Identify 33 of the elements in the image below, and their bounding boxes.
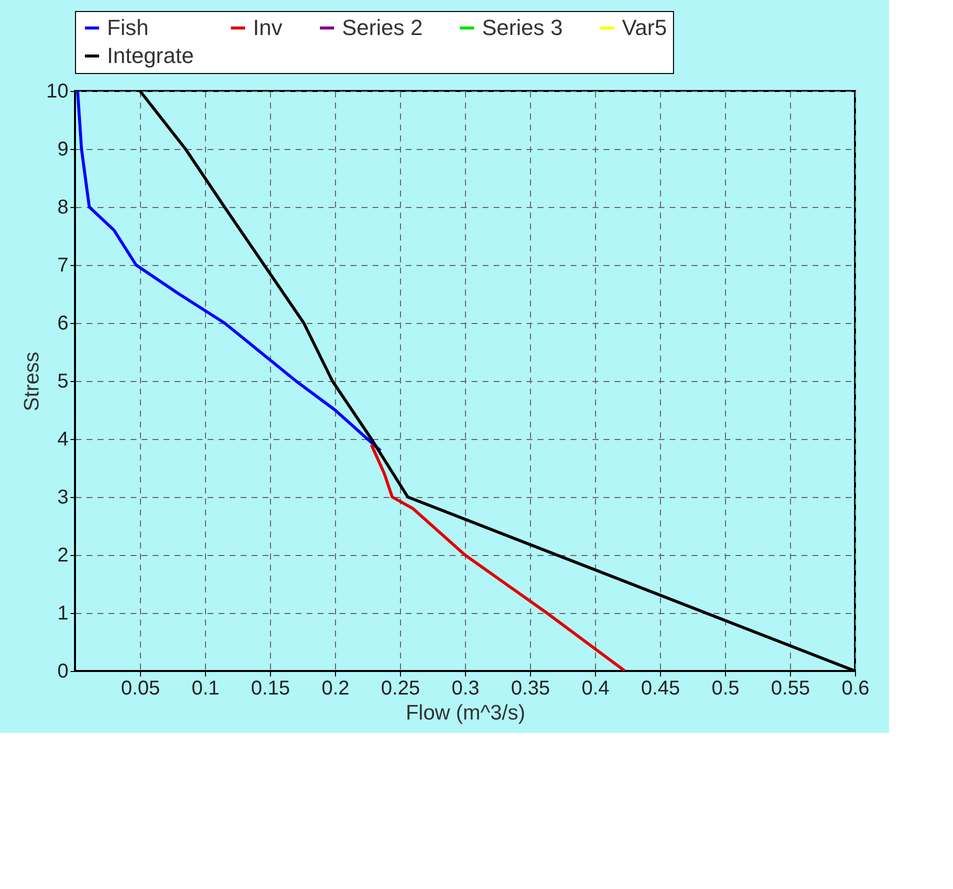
x-tick-label: 0.35 (511, 678, 550, 700)
y-tick-label: 5 (57, 370, 68, 392)
x-tick-label: 0.15 (251, 678, 290, 700)
y-tick-label: 2 (57, 544, 68, 566)
y-tick-label: 3 (57, 486, 68, 508)
legend-label: Series 3 (482, 15, 563, 40)
line-series (370, 443, 626, 671)
y-tick-label: 10 (46, 80, 68, 102)
x-tick-label: 0.6 (842, 678, 870, 700)
x-tick-label: 0.4 (582, 678, 610, 700)
legend-label: Integrate (107, 43, 194, 68)
y-tick-label: 9 (57, 138, 68, 160)
y-tick-label: 8 (57, 196, 68, 218)
x-tick-label: 0.45 (641, 678, 680, 700)
x-axis-title: Flow (m^3/s) (406, 702, 526, 724)
x-tick-label: 0.25 (381, 678, 420, 700)
x-tick-label: 0.55 (771, 678, 810, 700)
x-tick-label: 0.3 (452, 678, 480, 700)
x-tick-label: 0.1 (192, 678, 220, 700)
line-series (76, 91, 382, 452)
x-tick-label: 0.05 (121, 678, 160, 700)
y-tick-label: 4 (57, 428, 68, 450)
x-tick-label: 0.5 (712, 678, 740, 700)
legend-label: Series 2 (342, 15, 423, 40)
legend-label: Var5 (622, 15, 667, 40)
legend-label: Fish (107, 15, 149, 40)
y-tick-label: 1 (57, 602, 68, 624)
legend-label: Inv (253, 15, 282, 40)
y-tick-label: 6 (57, 312, 68, 334)
y-tick-label: 0 (57, 660, 68, 682)
y-tick-label: 7 (57, 254, 68, 276)
x-tick-label: 0.2 (322, 678, 350, 700)
y-axis-title: Stress (20, 352, 44, 412)
